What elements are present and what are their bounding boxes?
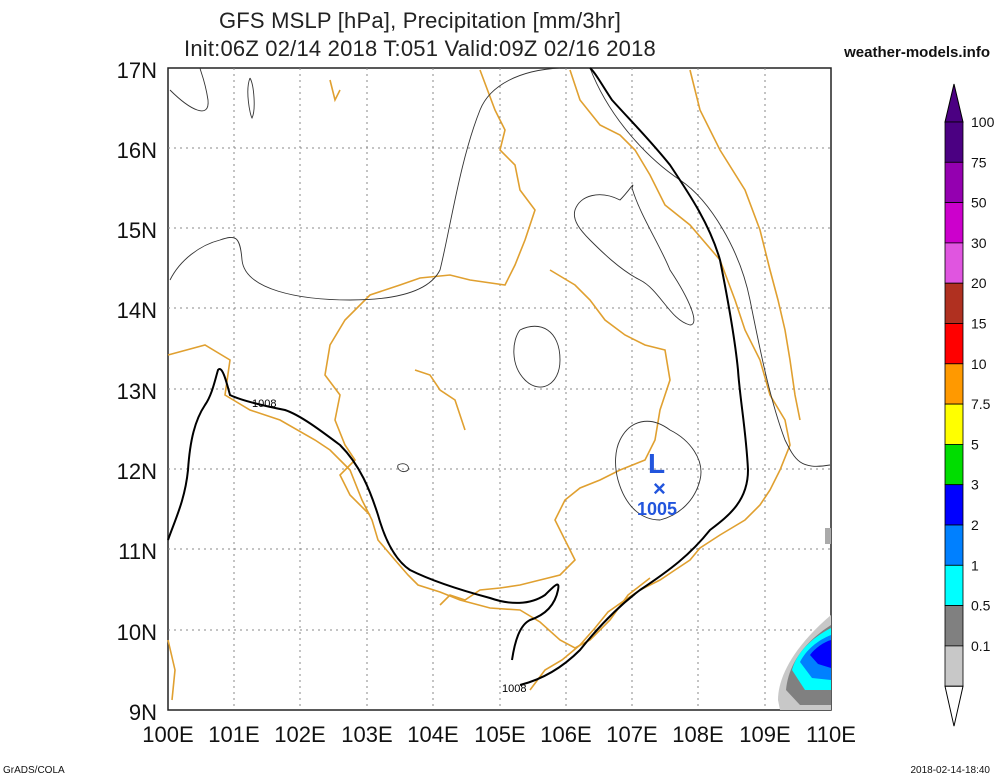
colorbar-label: 75 [971,154,987,170]
lon-label: 105E [474,722,525,747]
colorbar-label: 30 [971,235,987,251]
gridlines [168,68,831,710]
site-credit: weather-models.info [844,44,990,61]
colorbar-label: 1 [971,557,979,573]
colorbar-label: 3 [971,477,979,493]
lat-label: 11N [118,539,157,564]
lon-label: 101E [208,722,259,747]
low-center-marker: × [653,476,666,501]
lon-label: 104E [407,722,458,747]
precip-colorbar: 100 75 50 30 20 15 10 7.5 5 3 2 1 0.5 0.1 [944,83,995,727]
longitude-labels: 100E 101E 102E 103E 104E 105E 106E 107E … [142,722,856,747]
colorbar-swatch [944,161,964,204]
low-pressure-value: 1005 [637,499,677,519]
footer-software: GrADS/COLA [3,765,65,776]
lat-label: 12N [117,459,157,484]
lon-label: 100E [142,722,193,747]
colorbar-label: 10 [971,356,987,372]
colorbar-swatch [944,605,964,647]
colorbar-label: 2 [971,517,979,533]
isobars-thin [169,67,831,521]
precipitation-shading [778,528,831,710]
colorbar-swatch [944,282,964,324]
colorbar-swatch [944,443,964,486]
isobar-label: 1008 [252,398,276,410]
colorbar-min-arrow [944,685,964,727]
isobar-label: 1008 [502,683,526,695]
colorbar-swatch [944,202,964,244]
lon-label: 102E [274,722,325,747]
colorbar-label: 0.5 [971,598,991,614]
colorbar-swatch [944,645,964,687]
colorbar-label: 50 [971,195,987,211]
colorbar-swatch [944,564,964,606]
colorbar-label: 0.1 [971,638,991,654]
colorbar-label: 20 [971,275,987,291]
lat-label: 17N [117,58,157,83]
lat-label: 16N [117,138,157,163]
colorbar-swatch [944,242,964,284]
isobar-1008 [167,67,750,686]
lon-label: 106E [540,722,591,747]
footer-timestamp: 2018-02-14-18:40 [910,765,990,776]
lon-label: 108E [672,722,723,747]
coastlines-borders [167,69,801,701]
lon-label: 109E [739,722,790,747]
colorbar-swatch [944,403,964,445]
map-title-line2: Init:06Z 02/14 2018 T:051 Valid:09Z 02/1… [184,36,656,61]
colorbar-swatch [944,363,964,405]
lat-label: 15N [117,218,157,243]
colorbar-label: 100 [971,114,995,130]
lat-label: 10N [117,620,157,645]
colorbar-swatch [944,121,964,163]
lon-label: 110E [806,722,856,747]
lat-label: 13N [117,379,157,404]
lon-label: 107E [606,722,657,747]
map-title-line1: GFS MSLP [hPa], Precipitation [mm/3hr] [218,8,622,33]
lat-label: 14N [117,298,157,323]
lon-label: 103E [341,722,392,747]
colorbar-label: 15 [971,316,987,332]
latitude-labels: 17N 16N 15N 14N 13N 12N 11N 10N 9N [117,58,157,725]
colorbar-label: 5 [971,436,979,452]
colorbar-swatch [944,323,964,365]
colorbar-label: 7.5 [971,396,991,412]
low-pressure-symbol: L [648,448,665,479]
colorbar-swatch [944,524,964,566]
colorbar-max-arrow [944,83,964,123]
lat-label: 9N [129,700,157,725]
colorbar-swatch [944,484,964,526]
